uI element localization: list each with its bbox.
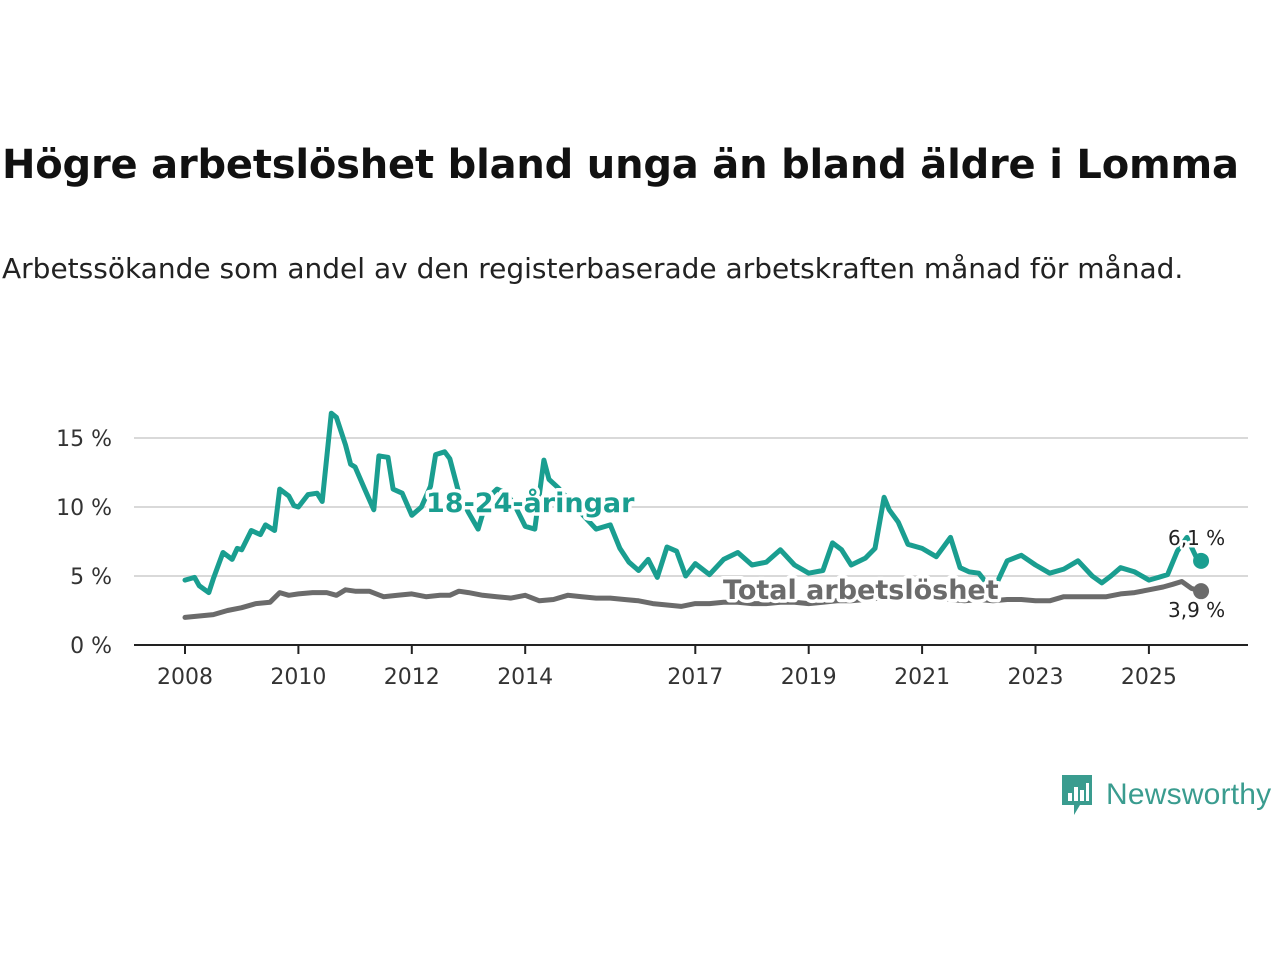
series-labels: 18-24-åringar Total arbetslöshet 6,1 % 3… (423, 484, 1228, 625)
chart-subtitle: Arbetssökande som andel av den registerb… (2, 252, 1184, 285)
series-label-youth: 18-24-åringar (426, 487, 635, 519)
x-tick-label: 2014 (497, 665, 553, 690)
x-tick-label: 2008 (157, 665, 213, 690)
end-label-total: 3,9 % (1168, 598, 1225, 622)
y-tick-label: 0 % (70, 634, 112, 659)
newsworthy-logo-icon (1062, 775, 1092, 815)
y-tick-label: 15 % (56, 427, 112, 452)
x-tick-label: 2017 (667, 665, 723, 690)
x-tick-label: 2023 (1008, 665, 1064, 690)
x-axis-ticks: 2008 2010 2012 2014 2017 2019 2021 2023 2025 (157, 645, 1177, 690)
y-tick-label: 10 % (56, 496, 112, 521)
end-point-total (1193, 583, 1210, 600)
x-tick-label: 2025 (1121, 665, 1177, 690)
end-point-youth (1193, 552, 1210, 569)
x-tick-label: 2010 (270, 665, 326, 690)
series-line-youth (182, 410, 1204, 596)
series-line-total (182, 579, 1204, 620)
x-tick-label: 2021 (894, 665, 950, 690)
end-label-youth: 6,1 % (1168, 526, 1225, 550)
x-tick-label: 2012 (384, 665, 440, 690)
newsworthy-logo: Newsworthy (1060, 773, 1271, 817)
series-lines (182, 410, 1210, 620)
chart-title: Högre arbetslöshet bland unga än bland ä… (2, 142, 1239, 188)
series-label-total: Total arbetslöshet (723, 575, 999, 606)
grid-lines (134, 437, 1248, 577)
y-tick-label: 5 % (70, 565, 112, 590)
newsworthy-logo-text: Newsworthy (1106, 778, 1272, 811)
x-tick-label: 2019 (781, 665, 837, 690)
y-axis-ticks: 0 % 5 % 10 % 15 % (56, 427, 112, 659)
